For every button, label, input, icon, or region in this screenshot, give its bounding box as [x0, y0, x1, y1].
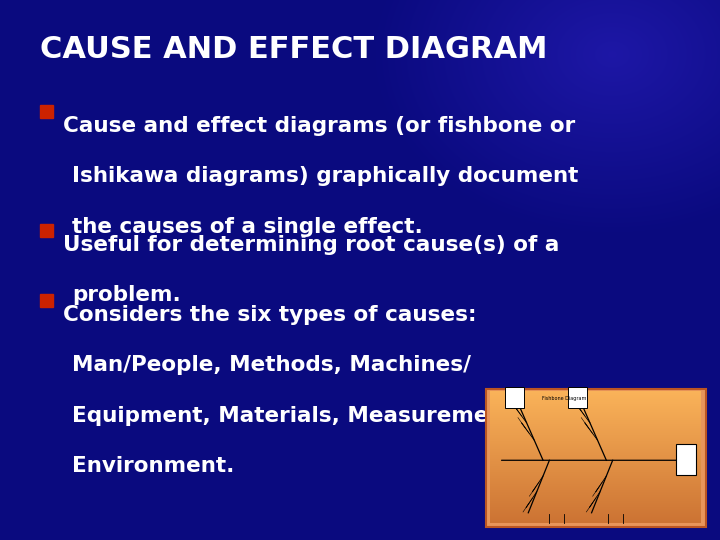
FancyBboxPatch shape	[40, 105, 53, 118]
Text: Man/People, Methods, Machines/: Man/People, Methods, Machines/	[72, 355, 471, 375]
Text: problem.: problem.	[72, 285, 181, 305]
Text: Equipment, Materials, Measurement and: Equipment, Materials, Measurement and	[72, 406, 567, 426]
Text: the causes of a single effect.: the causes of a single effect.	[72, 217, 423, 237]
FancyBboxPatch shape	[505, 387, 523, 408]
Text: Useful for determining root cause(s) of a: Useful for determining root cause(s) of …	[63, 235, 559, 255]
Text: Environment.: Environment.	[72, 456, 235, 476]
Text: Fishbone Diagram: Fishbone Diagram	[542, 396, 586, 401]
FancyBboxPatch shape	[40, 294, 53, 307]
FancyBboxPatch shape	[486, 389, 706, 526]
Text: CAUSE AND EFFECT DIAGRAM: CAUSE AND EFFECT DIAGRAM	[40, 35, 547, 64]
Text: Cause and effect diagrams (or fishbone or: Cause and effect diagrams (or fishbone o…	[63, 116, 575, 136]
Text: Ishikawa diagrams) graphically document: Ishikawa diagrams) graphically document	[72, 166, 578, 186]
Text: Considers the six types of causes:: Considers the six types of causes:	[63, 305, 477, 325]
FancyBboxPatch shape	[40, 224, 53, 237]
FancyBboxPatch shape	[676, 444, 696, 475]
FancyBboxPatch shape	[568, 387, 587, 408]
